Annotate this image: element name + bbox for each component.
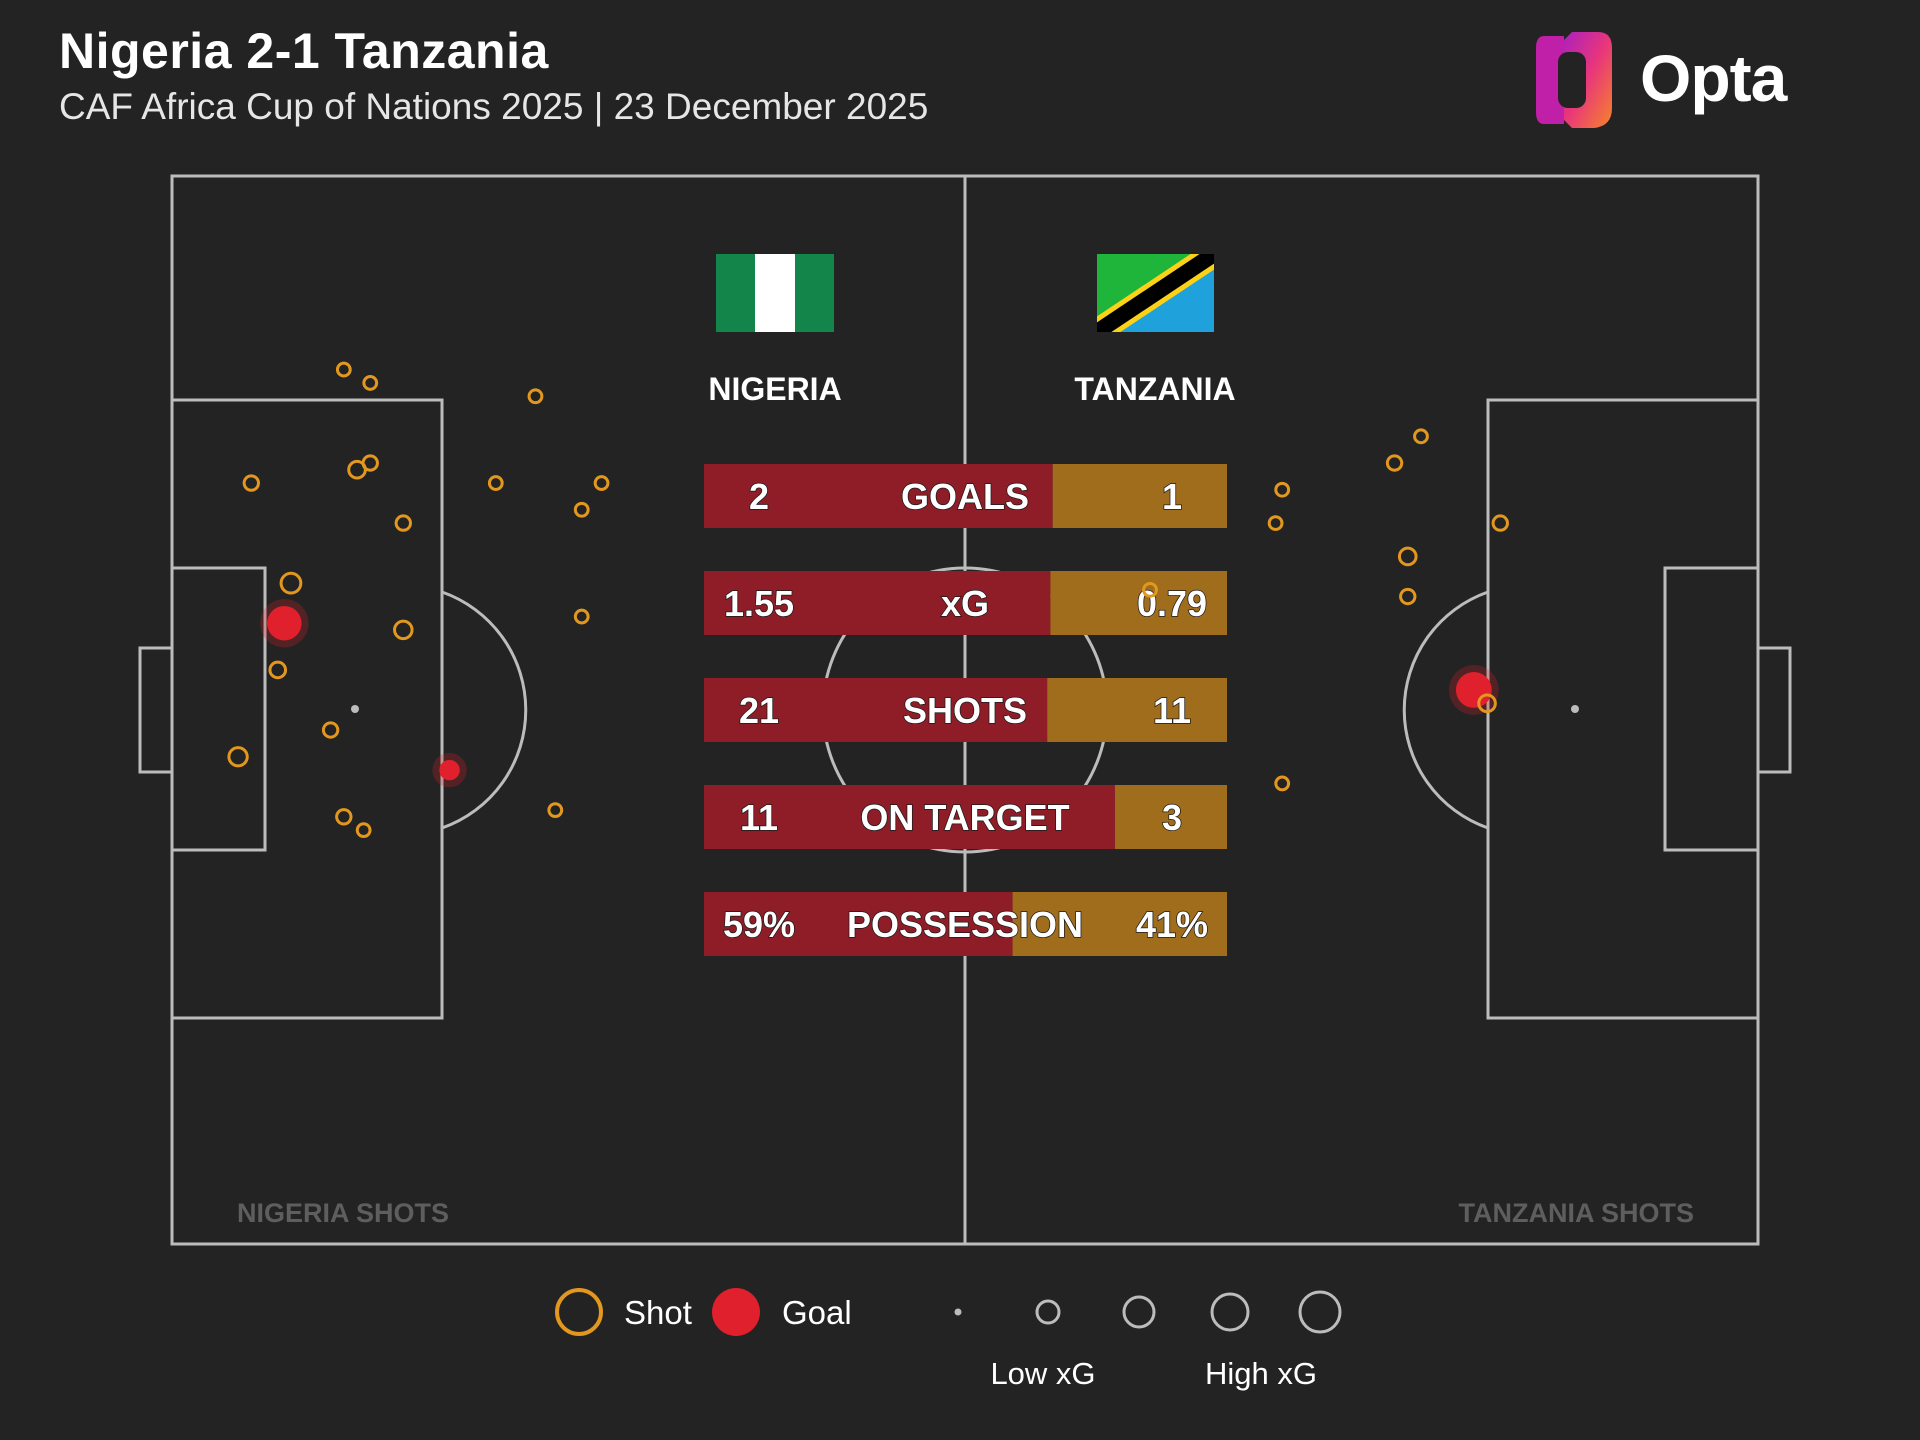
home-shot-marker [527, 388, 544, 405]
stat-row: 2 GOALS 1 [704, 464, 1227, 528]
home-shots-label: NIGERIA SHOTS [237, 1198, 449, 1228]
legend-shot-icon [555, 1288, 603, 1336]
legend-goal-icon [712, 1288, 760, 1336]
away-shot-marker [1413, 428, 1429, 445]
away-stat-bar [1012, 892, 1227, 956]
home-shot-marker [394, 514, 412, 532]
left-penalty-spot [351, 705, 359, 713]
home-shot-marker [547, 802, 564, 819]
home-stat-value: 11 [740, 797, 778, 838]
home-shot-marker [335, 361, 352, 378]
left-six-yard-box [170, 566, 267, 852]
home-shot-marker [393, 619, 414, 641]
home-stat-value: 2 [749, 476, 769, 517]
home-team-name: NIGERIA [708, 371, 841, 407]
away-stat-bar [1050, 571, 1227, 635]
home-shot-marker [355, 822, 372, 839]
legend-size-1-icon [954, 1308, 962, 1316]
right-penalty-spot [1571, 705, 1579, 713]
shots-layer [227, 361, 1509, 839]
away-shot-marker [1267, 515, 1284, 531]
chart-title: Nigeria 2-1 Tanzania [59, 23, 549, 79]
home-shot-marker [242, 474, 260, 492]
away-shot-marker [1477, 693, 1497, 714]
chart-subtitle: CAF Africa Cup of Nations 2025 | 23 Dece… [59, 86, 929, 127]
stat-label: POSSESSION [847, 904, 1083, 945]
away-shot-marker [1385, 454, 1404, 472]
stat-row: 11 ON TARGET 3 [704, 785, 1227, 849]
home-shot-marker [593, 475, 610, 491]
right-penalty-area [1486, 398, 1760, 1020]
legend-size-2-icon [1035, 1299, 1061, 1325]
legend-size-5-icon [1298, 1290, 1342, 1334]
away-shot-marker [1491, 514, 1509, 532]
opta-brand-name: Opta [1640, 41, 1787, 115]
away-stat-bar [1114, 785, 1227, 849]
away-stat-bar [1052, 464, 1227, 528]
away-stat-value: 41% [1136, 904, 1208, 945]
stat-row: 21 SHOTS 11 [704, 678, 1227, 742]
opta-logo-icon [1536, 32, 1612, 128]
away-shot-marker [1399, 587, 1417, 606]
away-stat-value: 1 [1162, 476, 1182, 517]
stat-row: 59% POSSESSION 41% [704, 892, 1227, 956]
stat-label: ON TARGET [860, 797, 1069, 838]
left-goal [138, 646, 174, 774]
right-goal [1756, 646, 1792, 774]
home-stat-value: 21 [739, 690, 779, 731]
stats-table: 2 GOALS 1 1.55 xG 0.79 21 SHOTS 11 11 ON TARGET 3 59… [704, 464, 1227, 956]
home-stat-bar [704, 678, 1048, 742]
away-shot-marker [1274, 775, 1291, 792]
home-stat-bar [704, 571, 1051, 635]
right-penalty-arc [1402, 590, 1489, 830]
legend-low-xg-label: Low xG [990, 1356, 1095, 1391]
away-stat-value: 3 [1162, 797, 1182, 838]
away-shot-marker [1142, 581, 1158, 598]
nigeria-flag-icon [716, 254, 834, 332]
home-stat-bar [704, 464, 1053, 528]
away-stat-value: 11 [1153, 690, 1191, 731]
home-goal-marker [439, 759, 460, 781]
tanzania-flag-icon [1097, 254, 1214, 332]
home-stat-value: 1.55 [724, 583, 794, 624]
away-stat-bar [1047, 678, 1227, 742]
home-shot-marker [573, 501, 590, 518]
home-stat-value: 59% [723, 904, 795, 945]
legend: Shot Goal Low xG High xG [555, 1288, 1342, 1391]
home-shot-marker [227, 746, 249, 768]
stat-row: 1.55 xG 0.79 [704, 571, 1227, 635]
legend-high-xg-label: High xG [1205, 1356, 1317, 1391]
away-shot-marker [1397, 546, 1418, 567]
legend-goal-label: Goal [782, 1294, 852, 1331]
home-shot-marker [321, 721, 340, 739]
stat-label: GOALS [901, 476, 1029, 517]
stat-label: xG [941, 583, 989, 624]
team-header: NIGERIA TANZANIA [708, 254, 1236, 407]
left-penalty-area [170, 398, 444, 1020]
away-goal-marker [1455, 672, 1492, 708]
home-goal-marker [267, 605, 302, 641]
away-team-name: TANZANIA [1074, 371, 1235, 407]
away-shot-marker [1274, 481, 1291, 498]
right-six-yard-box [1663, 566, 1760, 852]
left-penalty-arc [441, 590, 528, 830]
home-stat-bar [704, 892, 1013, 956]
home-shot-marker [362, 375, 379, 391]
home-shot-marker [279, 571, 303, 595]
home-shot-marker [487, 475, 504, 491]
away-stat-value: 0.79 [1137, 583, 1207, 624]
stat-label: SHOTS [903, 690, 1027, 731]
home-shot-marker [573, 608, 590, 625]
legend-size-3-icon [1122, 1295, 1156, 1329]
home-stat-bar [704, 785, 1115, 849]
legend-size-4-icon [1210, 1292, 1250, 1332]
home-shot-marker [335, 808, 353, 826]
home-shot-marker [268, 660, 288, 680]
away-shots-label: TANZANIA SHOTS [1459, 1198, 1695, 1228]
home-shot-marker [347, 459, 367, 480]
legend-shot-label: Shot [624, 1294, 692, 1331]
